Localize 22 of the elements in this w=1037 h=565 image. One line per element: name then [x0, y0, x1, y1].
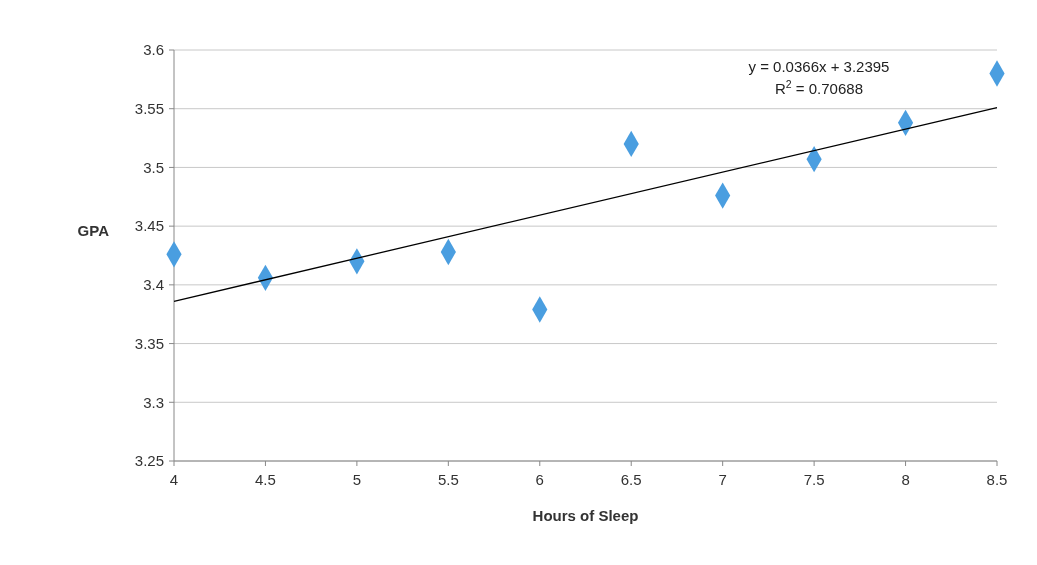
x-tick-label: 6.5 [620, 471, 642, 488]
y-tick-label: 3.6 [143, 41, 164, 59]
x-tick-label: 4.5 [255, 471, 276, 488]
x-tick-label: 6 [535, 471, 544, 488]
y-axis-title: GPA [77, 221, 110, 239]
x-axis-title: Hours of Sleep [532, 507, 639, 524]
x-tick-label: 5.5 [437, 471, 459, 488]
x-tick-label: 5 [352, 471, 362, 488]
x-tick-label: 7 [718, 471, 727, 488]
y-tick-label: 3.45 [134, 217, 164, 235]
x-tick-label: 8 [901, 471, 910, 488]
annotation: R$^{2}$ = 0.70688 [774, 78, 864, 97]
y-tick-label: 3.3 [143, 393, 164, 411]
annotation: y = 0.0366x + 3.2395 [748, 58, 890, 75]
x-tick-label: 7.5 [803, 471, 825, 488]
y-tick-label: 3.4 [143, 276, 164, 294]
y-tick-label: 3.35 [134, 334, 164, 352]
x-tick-label: 4 [169, 471, 179, 488]
x-tick-label: 8.5 [986, 471, 1008, 488]
y-tick-label: 3.5 [143, 158, 164, 176]
y-tick-label: 3.55 [134, 99, 164, 117]
y-tick-label: 3.25 [134, 452, 164, 470]
